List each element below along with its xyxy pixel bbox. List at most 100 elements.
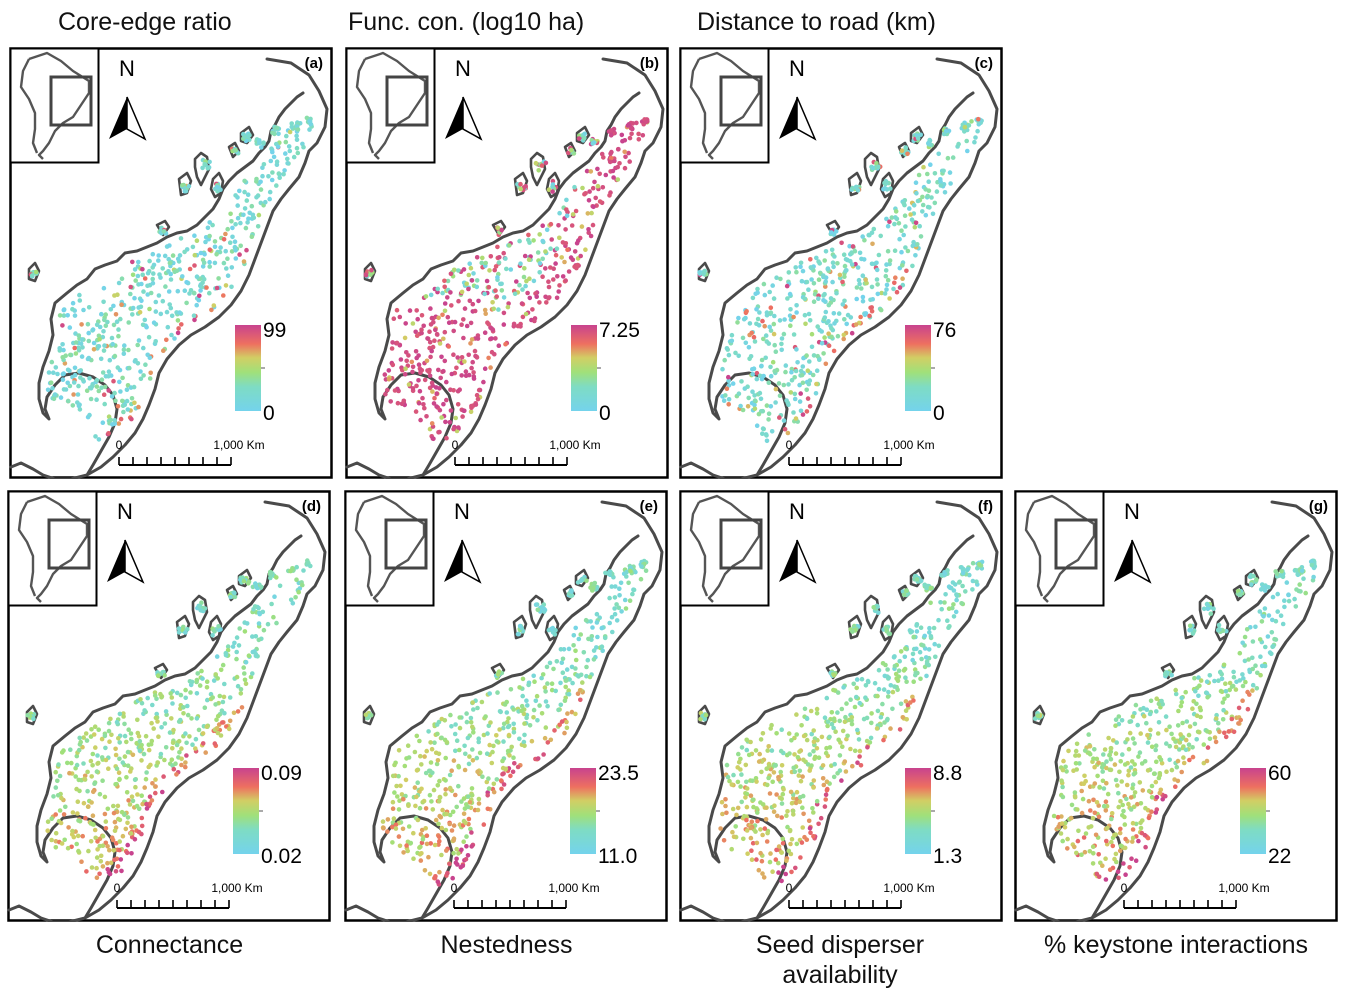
site-point [422,868,428,873]
site-point [429,799,434,804]
site-point [611,175,616,180]
site-point [820,776,826,781]
site-point [616,146,621,152]
site-point [945,568,950,573]
site-point [892,684,897,689]
site-point [756,867,762,873]
site-point [768,373,774,379]
site-point [798,855,803,860]
site-point [744,737,749,743]
site-point [475,336,481,341]
site-point [451,850,456,856]
site-point [106,766,111,771]
site-point [789,369,794,375]
site-point [766,744,771,749]
site-point [1051,813,1057,819]
site-point [451,758,457,763]
site-point [844,321,849,327]
site-point [520,287,525,292]
site-point [735,805,741,811]
site-point [490,300,495,305]
site-point [758,737,764,742]
site-point [227,695,233,700]
site-point [143,362,148,368]
site-point [1123,872,1128,877]
site-point [829,334,834,340]
site-point [546,187,552,192]
site-point [899,148,905,153]
site-point [821,782,827,788]
site-point [1035,713,1041,719]
site-point [779,801,785,806]
legend-max-label: 0.09 [261,762,302,785]
site-point [1082,748,1088,753]
site-point [386,376,392,382]
site-point [77,407,83,412]
site-point [853,185,859,191]
site-point [95,753,100,758]
site-point [216,276,221,281]
site-point [174,690,180,696]
site-point [146,334,152,340]
site-point [823,309,829,315]
site-point [1169,767,1175,773]
site-point [495,672,501,677]
site-point [294,577,299,582]
site-point [439,852,444,858]
site-point [1061,758,1066,764]
site-point [65,313,70,318]
site-point [593,195,598,201]
site-point [1158,757,1164,763]
site-point [62,837,67,843]
site-point [916,172,922,178]
site-point [86,338,92,344]
site-point [100,778,105,783]
site-point [1240,672,1245,677]
site-point [246,581,251,586]
site-point [573,648,578,654]
site-point [1179,699,1185,705]
site-point [1117,848,1123,854]
site-point [1062,825,1068,830]
site-point [612,595,618,600]
site-point [158,691,163,697]
site-point [58,820,64,826]
site-point [112,819,118,825]
site-point [1153,810,1159,815]
site-point [894,289,900,295]
site-point [120,833,126,839]
site-point [469,786,475,791]
site-point [623,154,628,160]
site-point [917,223,922,229]
site-point [543,266,548,271]
site-point [855,727,860,733]
site-point [240,575,245,580]
site-point [117,756,122,762]
site-point [489,760,495,766]
site-point [835,690,841,695]
site-point [469,365,474,371]
site-point [233,248,238,253]
site-point [90,763,95,768]
site-point [976,562,982,567]
site-point [1063,764,1068,770]
site-point [807,318,813,323]
site-point [566,688,571,693]
site-point [1275,591,1280,597]
site-point [101,348,107,353]
site-point [198,608,203,613]
site-point [1081,835,1087,840]
site-point [796,773,802,778]
site-point [114,319,120,325]
site-point [191,313,197,319]
site-point [813,391,819,396]
site-point [960,583,965,589]
site-point [428,322,434,327]
site-point [547,660,553,666]
site-point [220,720,225,725]
site-point [779,727,784,732]
site-point [169,332,174,338]
site-point [829,326,834,331]
site-point [900,276,905,281]
site-point [139,823,145,829]
